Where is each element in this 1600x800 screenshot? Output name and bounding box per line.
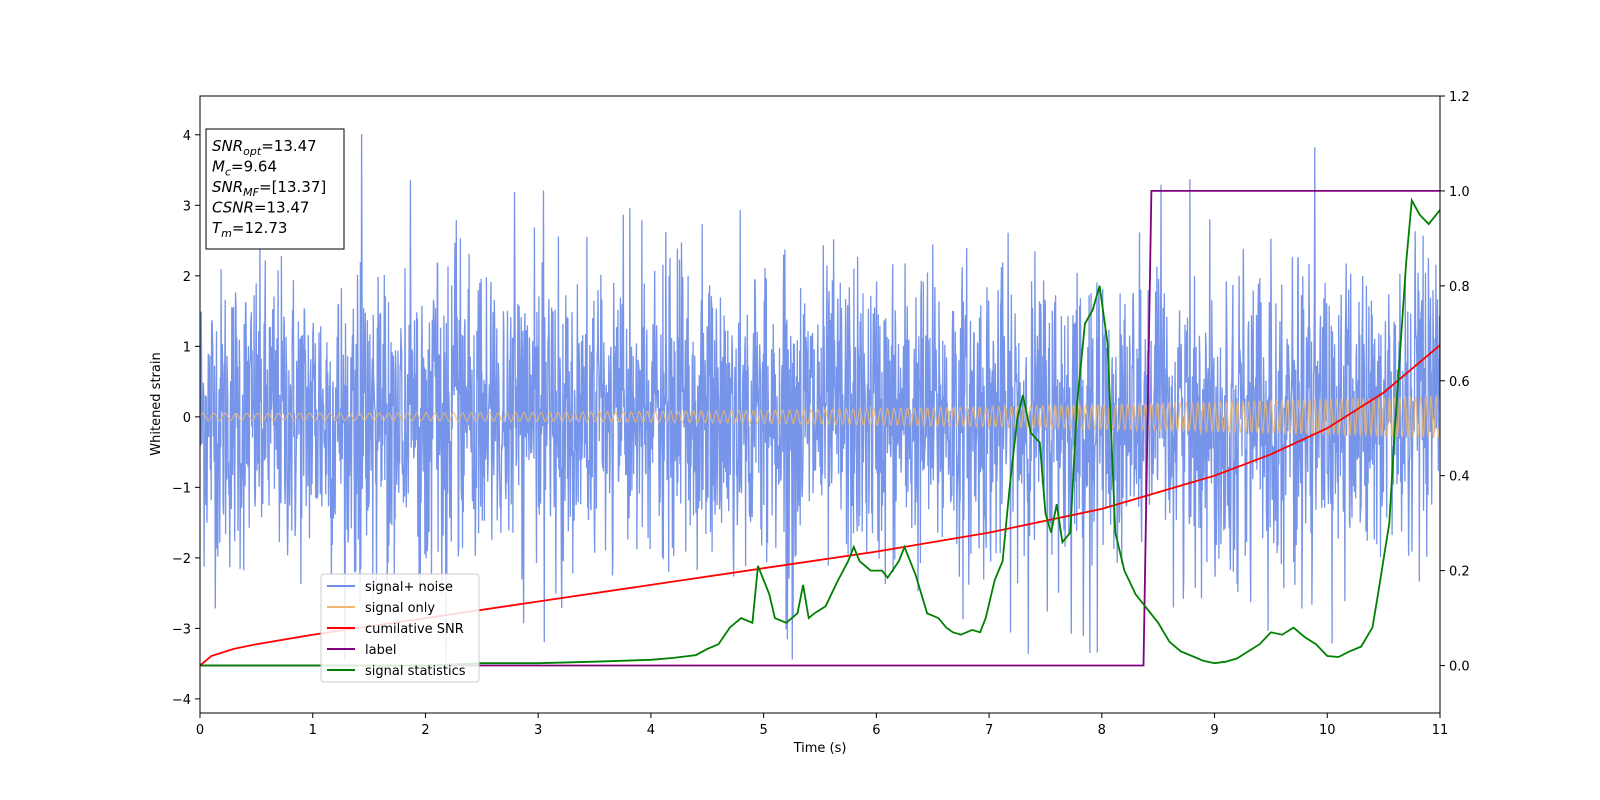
x-tick-label: 0 [196, 723, 204, 738]
legend: signal+ noise signal only cumilative SNR la… [320, 573, 480, 683]
y-left-tick-label: 4 [183, 129, 191, 144]
y-left-tick-label: −1 [172, 481, 191, 496]
legend-entry: signal only [365, 601, 435, 616]
y-axis-label: Whitened strain [149, 352, 164, 455]
info-line: Tm=12.73 [212, 219, 287, 240]
plot-frame [199, 95, 1441, 714]
y-left-tick-label: −2 [172, 552, 191, 567]
info-line: SNRopt=13.47 [212, 137, 317, 158]
y-right-tick-label: 1.2 [1449, 90, 1470, 105]
x-tick-label: 3 [534, 723, 542, 738]
series-label [200, 190, 1440, 667]
y-right-tick-label: 0.0 [1449, 660, 1470, 675]
x-tick-label: 7 [985, 723, 993, 738]
series-signal-noise [200, 133, 1440, 662]
y-right-tick-label: 0.4 [1449, 470, 1470, 485]
series-signal-statistics [200, 197, 1440, 667]
series-signal-only [200, 394, 1440, 439]
series-cumilative-snr [200, 344, 1440, 667]
y-right-tick-label: 1.0 [1449, 185, 1470, 200]
x-axis-label: Time (s) [793, 741, 847, 756]
y-right-tick-label: 0.8 [1449, 280, 1470, 295]
info-line: SNRMF=[13.37] [212, 178, 326, 199]
y-left-tick-label: 2 [183, 270, 191, 285]
y-left-tick-label: 3 [183, 199, 191, 214]
legend-entry: signal statistics [365, 664, 466, 679]
info-line: Mc=9.64 [212, 158, 277, 179]
x-tick-label: 8 [1098, 723, 1106, 738]
x-tick-label: 2 [421, 723, 429, 738]
x-tick-label: 11 [1432, 723, 1449, 738]
x-tick-label: 9 [1210, 723, 1218, 738]
y-left-tick-label: −4 [172, 693, 191, 708]
y-right-tick-label: 0.2 [1449, 565, 1470, 580]
legend-entry: cumilative SNR [365, 622, 464, 637]
info-line: CSNR=13.47 [212, 199, 309, 217]
x-tick-label: 10 [1319, 723, 1336, 738]
x-tick-label: 1 [309, 723, 317, 738]
y-left-tick-label: 1 [183, 340, 191, 355]
info-box: SNRopt=13.47Mc=9.64SNRMF=[13.37]CSNR=13.… [205, 128, 345, 250]
y-right-tick-label: 0.6 [1449, 375, 1470, 390]
x-tick-label: 5 [759, 723, 767, 738]
y-left-tick-label: −3 [172, 622, 191, 637]
legend-entry: label [365, 643, 396, 658]
y-left-tick-label: 0 [183, 411, 191, 426]
legend-entry: signal+ noise [365, 580, 453, 595]
x-tick-label: 4 [647, 723, 655, 738]
x-tick-label: 6 [872, 723, 880, 738]
